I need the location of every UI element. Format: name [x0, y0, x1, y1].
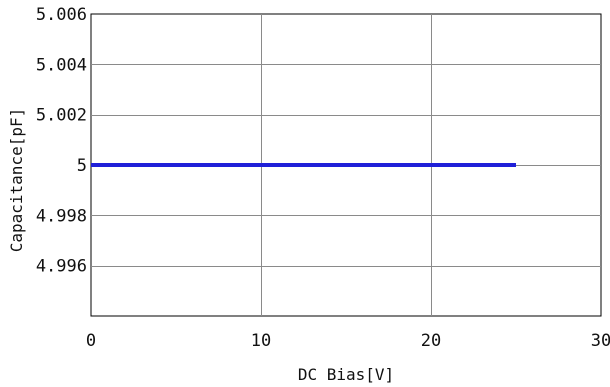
y-tick-label: 4.998 — [36, 206, 87, 226]
y-tick-label: 5.004 — [36, 55, 87, 75]
y-tick-label: 5.002 — [36, 106, 87, 126]
tick-labels: 0 10 20 30 4.996 4.998 5 5.002 5.004 5.006 — [36, 5, 610, 351]
x-axis-label: DC Bias[V] — [298, 365, 394, 384]
y-axis-label: Capacitance[pF] — [7, 108, 26, 253]
y-tick-label: 5 — [77, 156, 87, 176]
x-tick-label: 30 — [591, 331, 610, 351]
x-tick-label: 20 — [421, 331, 441, 351]
y-tick-label: 5.006 — [36, 5, 87, 25]
y-tick-label: 4.996 — [36, 257, 87, 277]
x-tick-label: 0 — [86, 331, 96, 351]
x-tick-label: 10 — [251, 331, 271, 351]
